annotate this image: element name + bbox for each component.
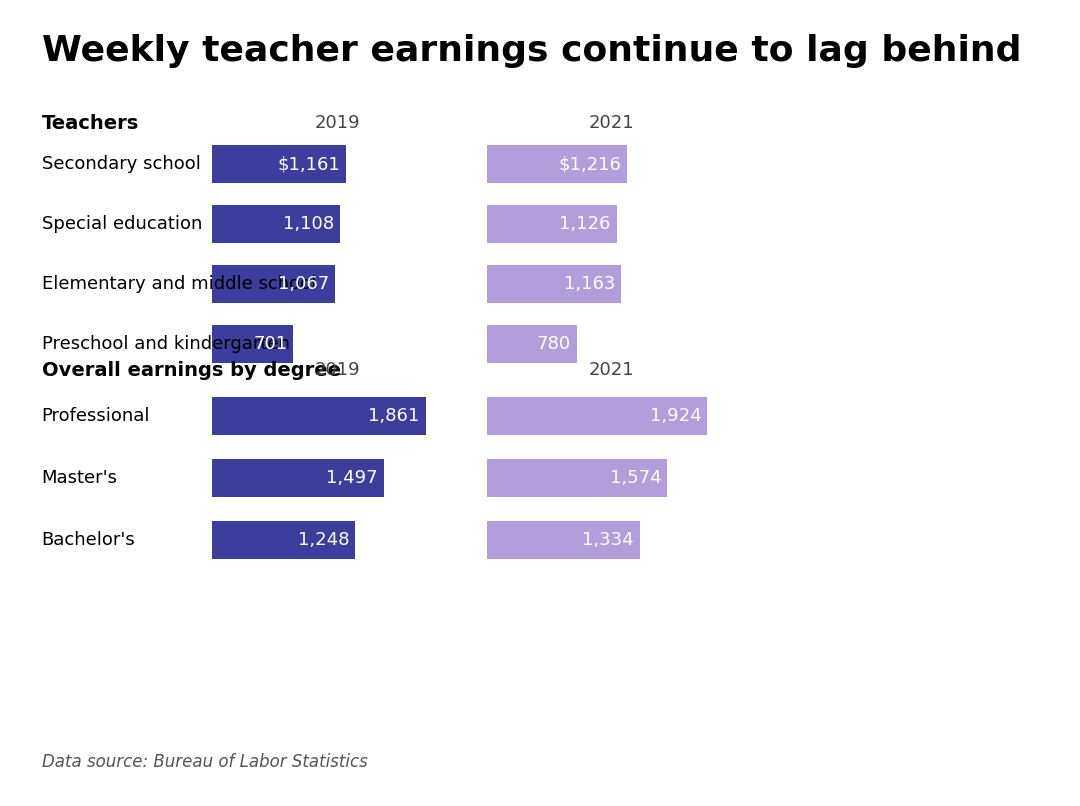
Text: 780: 780 xyxy=(537,335,571,353)
Text: Teachers: Teachers xyxy=(42,114,139,133)
FancyBboxPatch shape xyxy=(212,397,426,435)
FancyBboxPatch shape xyxy=(212,325,293,363)
Text: Data source: Bureau of Labor Statistics: Data source: Bureau of Labor Statistics xyxy=(42,753,367,771)
Text: Secondary school: Secondary school xyxy=(42,155,201,173)
Text: Bachelor's: Bachelor's xyxy=(42,531,135,549)
Text: Weekly teacher earnings continue to lag behind: Weekly teacher earnings continue to lag … xyxy=(42,34,1021,68)
FancyBboxPatch shape xyxy=(487,325,577,363)
Text: 1,248: 1,248 xyxy=(298,531,350,549)
FancyBboxPatch shape xyxy=(212,205,340,243)
Text: $1,161: $1,161 xyxy=(278,155,340,173)
Text: 2021: 2021 xyxy=(589,361,634,379)
Text: 1,497: 1,497 xyxy=(326,469,378,487)
Text: 1,334: 1,334 xyxy=(582,531,634,549)
Text: 2019: 2019 xyxy=(314,114,360,132)
Text: Master's: Master's xyxy=(42,469,118,487)
FancyBboxPatch shape xyxy=(487,521,639,559)
Text: 2019: 2019 xyxy=(314,361,360,379)
Text: 2021: 2021 xyxy=(589,114,634,132)
Text: 1,861: 1,861 xyxy=(368,407,420,425)
Text: Overall earnings by degree: Overall earnings by degree xyxy=(42,361,340,380)
FancyBboxPatch shape xyxy=(212,145,346,183)
FancyBboxPatch shape xyxy=(212,521,355,559)
Text: Professional: Professional xyxy=(42,407,150,425)
Text: 701: 701 xyxy=(253,335,287,353)
FancyBboxPatch shape xyxy=(212,265,335,303)
FancyBboxPatch shape xyxy=(487,205,617,243)
FancyBboxPatch shape xyxy=(487,265,621,303)
FancyBboxPatch shape xyxy=(487,145,626,183)
FancyBboxPatch shape xyxy=(212,459,383,497)
Text: 1,067: 1,067 xyxy=(278,275,329,293)
Text: Preschool and kindergarten: Preschool and kindergarten xyxy=(42,335,289,353)
Text: Special education: Special education xyxy=(42,215,202,233)
FancyBboxPatch shape xyxy=(487,397,707,435)
Text: 1,108: 1,108 xyxy=(283,215,334,233)
Text: $1,216: $1,216 xyxy=(558,155,621,173)
Text: 1,126: 1,126 xyxy=(559,215,611,233)
FancyBboxPatch shape xyxy=(487,459,667,497)
Text: 1,924: 1,924 xyxy=(650,407,702,425)
Text: 1,574: 1,574 xyxy=(610,469,661,487)
Text: 1,163: 1,163 xyxy=(564,275,615,293)
Text: Elementary and middle school: Elementary and middle school xyxy=(42,275,315,293)
